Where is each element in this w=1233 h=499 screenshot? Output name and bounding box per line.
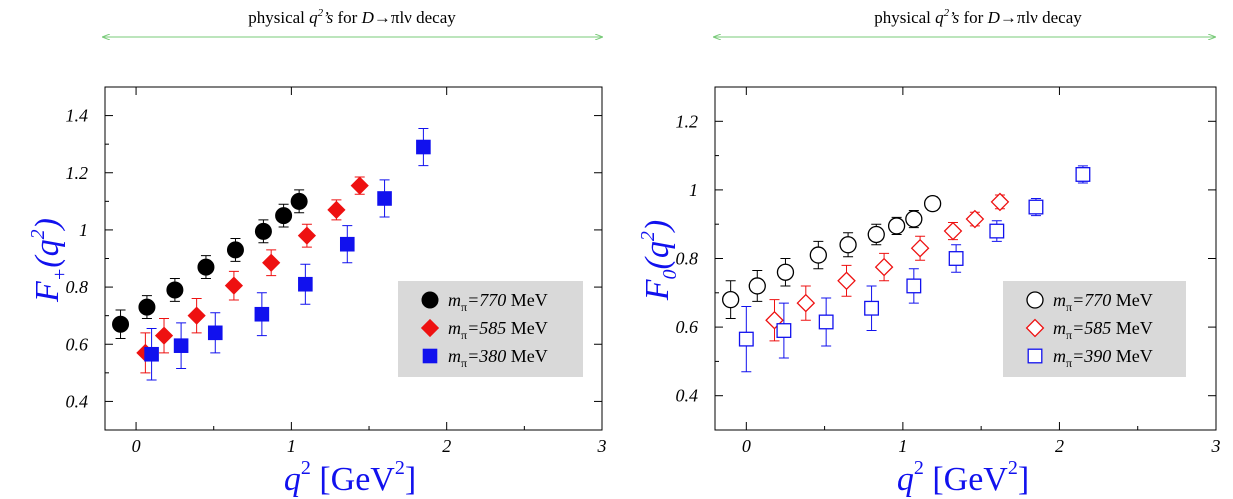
x-tick-label: 1 <box>898 436 907 456</box>
x-axis-label: q2 [GeV2] <box>284 457 416 498</box>
y-tick-label: 0.8 <box>676 249 699 269</box>
legend-label: mπ=770 MeV <box>1053 290 1153 314</box>
x-tick-label: 1 <box>287 436 296 456</box>
data-point-diamond <box>765 310 784 330</box>
data-point-diamond <box>943 221 963 241</box>
data-point-square <box>906 278 922 294</box>
data-point-square <box>738 331 754 347</box>
y-tick-label: 0.4 <box>676 386 699 406</box>
data-point-circle <box>905 210 923 228</box>
data-point-diamond <box>154 326 174 345</box>
chart-panel-f-plus: physical q2’s for D→πlν decay 0.4 0.6 0.8 1… <box>27 7 607 498</box>
legend-marker <box>1025 318 1045 338</box>
legend-marker <box>421 291 439 309</box>
data-point-circle <box>748 277 766 295</box>
y-axis-label: F+(q2) <box>27 218 71 303</box>
y-tick-label: 1.2 <box>66 163 89 183</box>
data-point-circle <box>809 246 827 264</box>
data-point-circle <box>197 258 215 276</box>
chart-title: physical q2’s for D→πlν decay <box>874 7 1082 27</box>
data-point-circle <box>112 315 130 333</box>
data-point-square <box>948 251 964 266</box>
data-point-square <box>776 323 792 338</box>
x-tick-label: 3 <box>597 436 607 456</box>
x-tick-label: 2 <box>1055 436 1064 456</box>
data-point-diamond <box>990 192 1010 212</box>
data-point-diamond <box>837 271 856 291</box>
legend-marker <box>420 318 440 338</box>
data-point-diamond <box>224 276 244 295</box>
plot-area <box>104 86 603 431</box>
legend-marker <box>1026 291 1044 309</box>
data-point-square <box>818 314 834 330</box>
x-tick-label: 0 <box>132 436 141 456</box>
data-point-square <box>144 346 159 362</box>
y-tick-label: 0.6 <box>676 317 699 337</box>
legend-label: mπ=770 MeV <box>448 290 548 314</box>
data-point-circle <box>776 263 795 281</box>
y-tick-label: 1 <box>79 220 88 240</box>
data-point-square <box>1028 199 1044 215</box>
legend-marker <box>1027 348 1043 364</box>
data-point-square <box>339 236 355 252</box>
data-point-diamond <box>350 176 369 195</box>
data-point-circle <box>226 241 244 259</box>
data-point-diamond <box>910 238 930 258</box>
data-point-square <box>1075 167 1091 182</box>
data-point-circle <box>166 281 184 299</box>
data-point-square <box>173 338 189 353</box>
chart-panel-f-zero: physical q2’s for D→πlν decay 0.4 0.6 0.8 1… <box>637 7 1221 498</box>
data-point-diamond <box>327 200 346 220</box>
legend-label: mπ=380 MeV <box>448 346 548 370</box>
data-point-square <box>377 191 392 206</box>
data-point-diamond <box>874 257 894 277</box>
data-point-diamond <box>965 209 985 229</box>
x-tick-label: 3 <box>1211 436 1221 456</box>
data-point-circle <box>138 298 156 316</box>
data-point-square <box>298 276 313 292</box>
data-point-diamond <box>796 293 816 313</box>
y-tick-label: 0.4 <box>66 391 89 411</box>
data-point-circle <box>867 225 885 244</box>
y-tick-label: 1.4 <box>66 106 89 126</box>
data-point-diamond <box>262 253 281 272</box>
data-point-diamond <box>187 306 206 325</box>
data-point-square <box>989 223 1005 239</box>
x-tick-label: 2 <box>442 436 451 456</box>
data-point-circle <box>254 222 272 240</box>
x-tick-label: 0 <box>742 436 751 456</box>
data-point-circle <box>887 217 906 235</box>
data-point-circle <box>290 192 308 210</box>
data-point-circle <box>839 236 857 254</box>
data-point-diamond <box>297 226 317 245</box>
data-point-circle <box>923 194 942 213</box>
y-tick-label: 0.8 <box>66 277 89 297</box>
data-point-circle <box>722 291 740 309</box>
y-axis-label: F0(q2) <box>637 220 681 301</box>
data-point-square <box>864 300 880 316</box>
data-point-square <box>254 306 270 322</box>
x-axis-label: q2 [GeV2] <box>897 457 1029 498</box>
y-tick-label: 0.6 <box>66 334 89 354</box>
legend-label: mπ=585 MeV <box>448 318 548 342</box>
data-point-circle <box>275 207 293 225</box>
data-point-square <box>416 139 431 155</box>
y-tick-label: 1 <box>689 180 698 200</box>
legend-label: mπ=390 MeV <box>1053 346 1153 370</box>
legend-label: mπ=585 MeV <box>1053 318 1153 342</box>
legend-marker <box>422 348 438 364</box>
data-point-square <box>207 325 223 341</box>
chart-title: physical q2’s for D→πlν decay <box>248 7 456 27</box>
y-tick-label: 1.2 <box>676 111 699 131</box>
